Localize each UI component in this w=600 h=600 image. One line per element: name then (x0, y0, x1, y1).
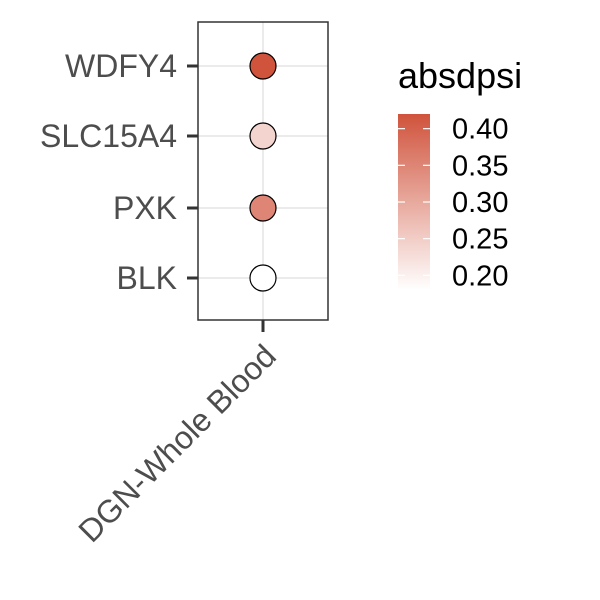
x-axis: DGN-Whole Blood (71, 320, 283, 549)
legend-title: absdpsi (398, 55, 522, 96)
legend-tick-label: 0.20 (452, 260, 508, 292)
legend-tick-label: 0.30 (452, 187, 508, 219)
data-point (249, 122, 277, 150)
y-tick-label: SLC15A4 (40, 118, 177, 154)
y-tick-label: WDFY4 (65, 48, 177, 84)
legend-tick-label: 0.25 (452, 224, 508, 256)
y-tick-label: BLK (117, 260, 177, 296)
data-points (249, 52, 277, 292)
data-point (249, 194, 277, 222)
legend-tick-label: 0.35 (452, 150, 508, 182)
color-legend: absdpsi 0.40 0.35 0.30 0.25 0.20 (398, 55, 522, 292)
data-point (249, 52, 277, 80)
data-point (249, 264, 277, 292)
y-axis: WDFY4 SLC15A4 PXK BLK (40, 48, 198, 296)
legend-tick-label: 0.40 (452, 114, 508, 146)
x-tick-label: DGN-Whole Blood (71, 337, 283, 549)
y-tick-label: PXK (113, 190, 177, 226)
